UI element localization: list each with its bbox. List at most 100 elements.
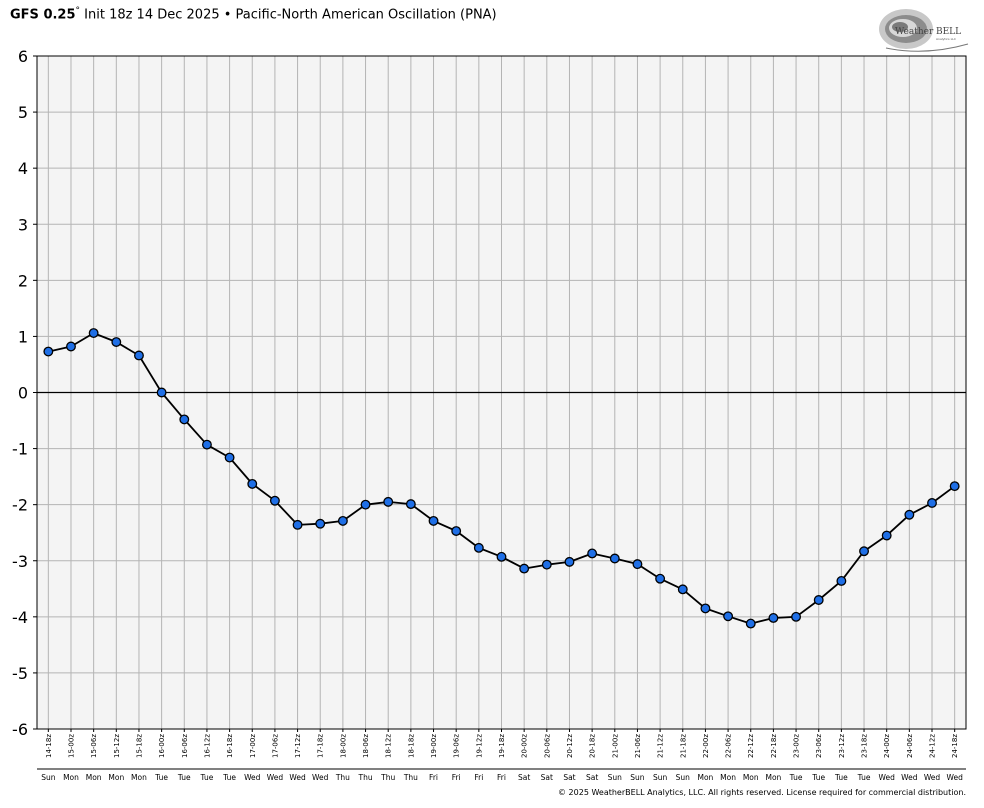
x-day-label: Mon [108, 773, 124, 782]
init-time: Init 18z 14 Dec 2025 [80, 7, 220, 23]
data-point [337, 515, 348, 526]
x-day-label: Sun [630, 773, 645, 782]
x-day-label: Sat [518, 773, 530, 782]
data-point [609, 553, 620, 564]
x-tick-label: 24-18z [951, 734, 959, 758]
y-tick-label: 4 [18, 159, 28, 178]
x-tick-label: 16-18z [226, 734, 234, 758]
title-separator: • [219, 7, 236, 23]
y-tick-label: 0 [18, 384, 28, 403]
plot-frame [36, 55, 967, 730]
x-tick-label: 18-06z [362, 734, 370, 758]
x-day-label: Mon [720, 773, 736, 782]
x-day-label: Mon [698, 773, 714, 782]
data-point [677, 584, 688, 595]
y-tick-label: 6 [18, 47, 28, 66]
y-tick-label: 5 [18, 103, 28, 122]
data-point [156, 387, 167, 398]
x-tick-label: 21-18z [679, 734, 687, 758]
x-tick-label: 16-06z [181, 734, 189, 758]
data-point [632, 559, 643, 570]
data-point [723, 611, 734, 622]
data-point [768, 613, 779, 623]
x-day-label: Tue [177, 773, 191, 782]
x-day-label: Thu [380, 773, 395, 782]
data-point [587, 548, 598, 559]
x-day-label: Tue [811, 773, 825, 782]
x-tick-label: 23-18z [861, 734, 869, 758]
data-point [405, 499, 416, 510]
data-point [201, 439, 212, 450]
x-day-label: Wed [901, 773, 918, 782]
x-tick-label: 23-06z [815, 734, 823, 758]
y-tick-label: 1 [18, 327, 28, 346]
x-tick-label: 18-18z [407, 734, 415, 758]
x-day-label: Wed [289, 773, 306, 782]
x-day-label: Fri [452, 773, 461, 782]
x-tick-label: 22-12z [747, 734, 755, 758]
x-day-label: Sun [41, 773, 56, 782]
x-tick-label: 22-00z [702, 734, 710, 758]
x-day-label: Mon [765, 773, 781, 782]
x-tick-label: 20-06z [543, 734, 551, 758]
data-point [836, 575, 847, 586]
y-axis: 6 5 4 3 2 1 0 -1 -2 -3 -4 -5 -6 [12, 47, 37, 739]
x-tick-label: 17-18z [317, 734, 325, 758]
x-day-label: Sat [586, 773, 598, 782]
x-tick-label: 23-00z [793, 734, 801, 758]
data-point [134, 350, 144, 361]
x-day-label: Wed [244, 773, 261, 782]
x-tick-label: 22-18z [770, 734, 778, 758]
data-points [43, 328, 960, 629]
x-tick-label: 22-06z [725, 734, 733, 758]
x-day-label: Tue [789, 773, 803, 782]
x-tick-label: 17-06z [271, 734, 279, 758]
x-day-label: Mon [86, 773, 102, 782]
data-point [881, 530, 892, 541]
y-tick-label: 2 [18, 271, 28, 290]
x-tick-label: 18-12z [385, 734, 393, 758]
data-point [66, 341, 76, 352]
data-point [904, 509, 915, 520]
logo-text-left: Weather [895, 27, 934, 37]
x-tick-label: 21-00z [611, 734, 619, 758]
data-point [519, 563, 530, 574]
y-tick-label: -1 [12, 440, 28, 459]
data-point [428, 515, 439, 526]
x-day-label: Wed [879, 773, 896, 782]
x-day-label: Wed [312, 773, 329, 782]
x-tick-label: 20-00z [521, 734, 529, 758]
x-tick-label: 18-00z [339, 734, 347, 758]
data-point [813, 595, 824, 605]
x-tick-label: 19-06z [453, 734, 461, 758]
x-day-label: Tue [154, 773, 168, 782]
data-point [496, 551, 507, 562]
data-point [179, 414, 190, 425]
data-point [541, 559, 552, 570]
x-day-label: Mon [131, 773, 147, 782]
model-name: GFS 0.25 [10, 7, 76, 23]
x-tick-label: 24-00z [883, 734, 891, 758]
degree-symbol: ° [75, 6, 81, 16]
x-day-label: Mon [743, 773, 759, 782]
data-point [927, 498, 937, 508]
x-day-label: Fri [497, 773, 506, 782]
x-tick-label: 24-06z [906, 734, 914, 758]
x-tick-label: 17-00z [249, 734, 257, 758]
x-day-label: Sun [653, 773, 668, 782]
data-point [315, 518, 326, 529]
y-tick-label: -4 [12, 608, 28, 627]
y-tick-label: -5 [12, 664, 28, 683]
data-point [564, 556, 575, 567]
data-point [859, 546, 869, 557]
index-name: Pacific-North American Oscillation (PNA) [235, 7, 497, 23]
x-tick-label: 19-00z [430, 734, 438, 758]
x-day-label: Thu [358, 773, 373, 782]
x-day-label: Sat [563, 773, 575, 782]
x-tick-label: 14-18z [45, 734, 53, 758]
data-point [655, 573, 666, 584]
x-day-label: Tue [222, 773, 236, 782]
data-point [111, 337, 122, 347]
data-point [43, 346, 54, 357]
data-point [247, 478, 258, 489]
